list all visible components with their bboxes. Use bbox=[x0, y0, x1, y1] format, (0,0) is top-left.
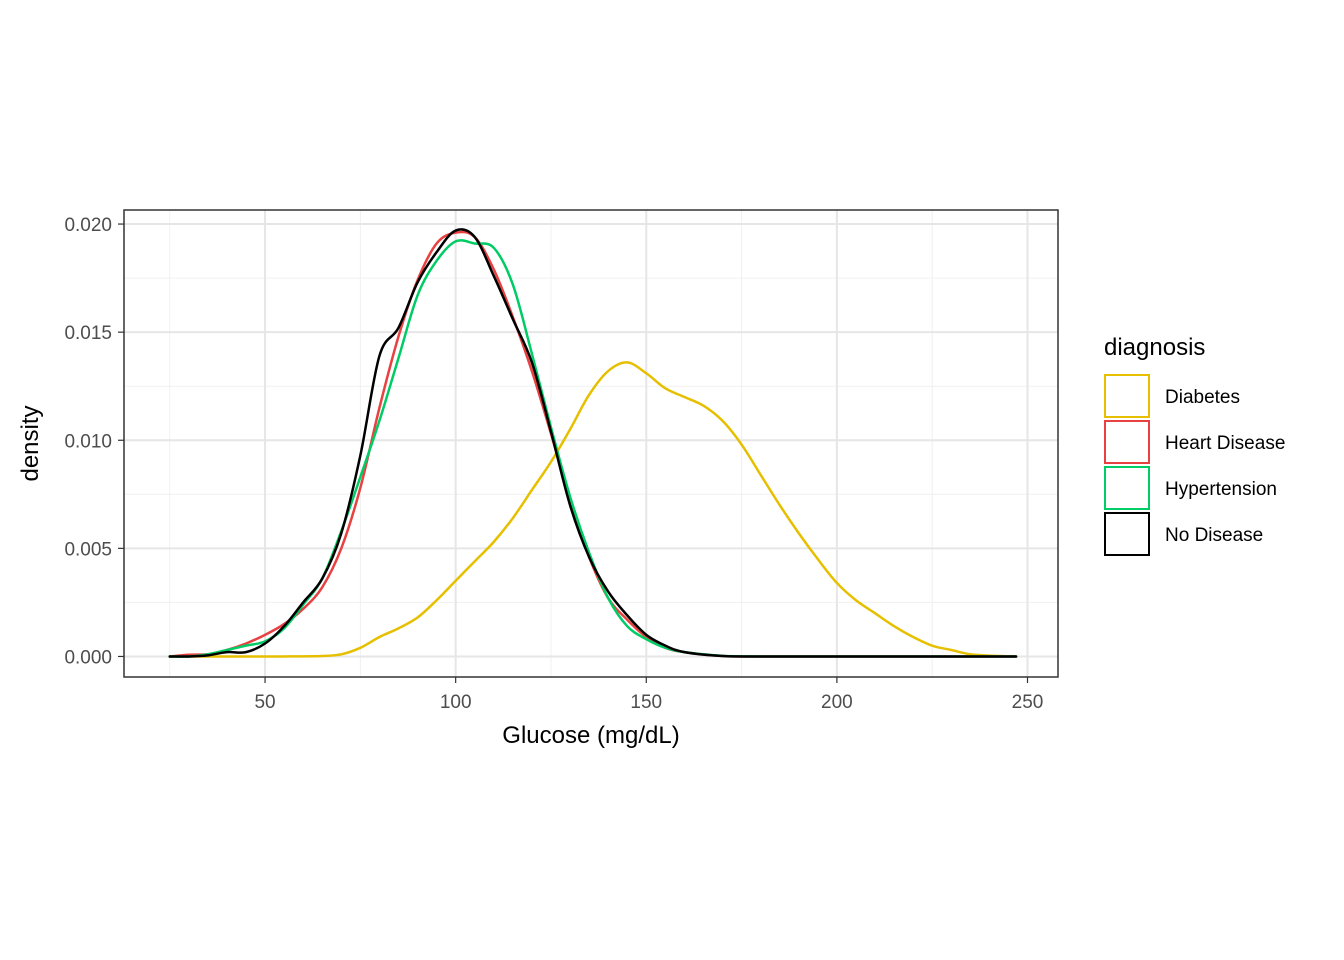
x-tick-label: 100 bbox=[440, 692, 472, 713]
y-axis-title: density bbox=[17, 405, 44, 481]
series-layer bbox=[168, 228, 1018, 658]
legend-key-no-disease bbox=[1104, 512, 1150, 556]
legend-key-heart-disease bbox=[1104, 420, 1150, 464]
axis-layer: 50 100 150 200 250 0.000 0.005 0.010 0.015 0.020 G… bbox=[17, 215, 1043, 749]
legend-key-diabetes bbox=[1104, 374, 1150, 418]
legend-label-hypertension: Hypertension bbox=[1165, 479, 1277, 500]
x-tick-label: 200 bbox=[821, 692, 853, 713]
legend-title: diagnosis bbox=[1104, 334, 1205, 361]
x-tick-label: 50 bbox=[254, 692, 275, 713]
legend: diagnosis Diabetes Heart Disease Hypertensi… bbox=[1104, 334, 1285, 556]
legend-label-diabetes: Diabetes bbox=[1165, 387, 1240, 408]
plot-background bbox=[124, 210, 1058, 677]
x-axis-title: Glucose (mg/dL) bbox=[502, 722, 679, 749]
legend-label-heart-disease: Heart Disease bbox=[1165, 433, 1285, 454]
legend-label-no-disease: No Disease bbox=[1165, 525, 1263, 546]
y-tick-label: 0.005 bbox=[64, 539, 112, 560]
grid-layer bbox=[124, 210, 1058, 677]
y-tick-label: 0.000 bbox=[64, 647, 112, 668]
x-tick-label: 250 bbox=[1012, 692, 1044, 713]
series-line-no-disease bbox=[168, 228, 1018, 658]
y-tick-label: 0.015 bbox=[64, 323, 112, 344]
legend-key-hypertension bbox=[1104, 466, 1150, 510]
series-line-diabetes bbox=[168, 361, 1018, 658]
plot-panel-border bbox=[123, 209, 1059, 678]
x-tick-label: 150 bbox=[630, 692, 662, 713]
y-tick-label: 0.010 bbox=[64, 431, 112, 452]
y-tick-label: 0.020 bbox=[64, 215, 112, 236]
